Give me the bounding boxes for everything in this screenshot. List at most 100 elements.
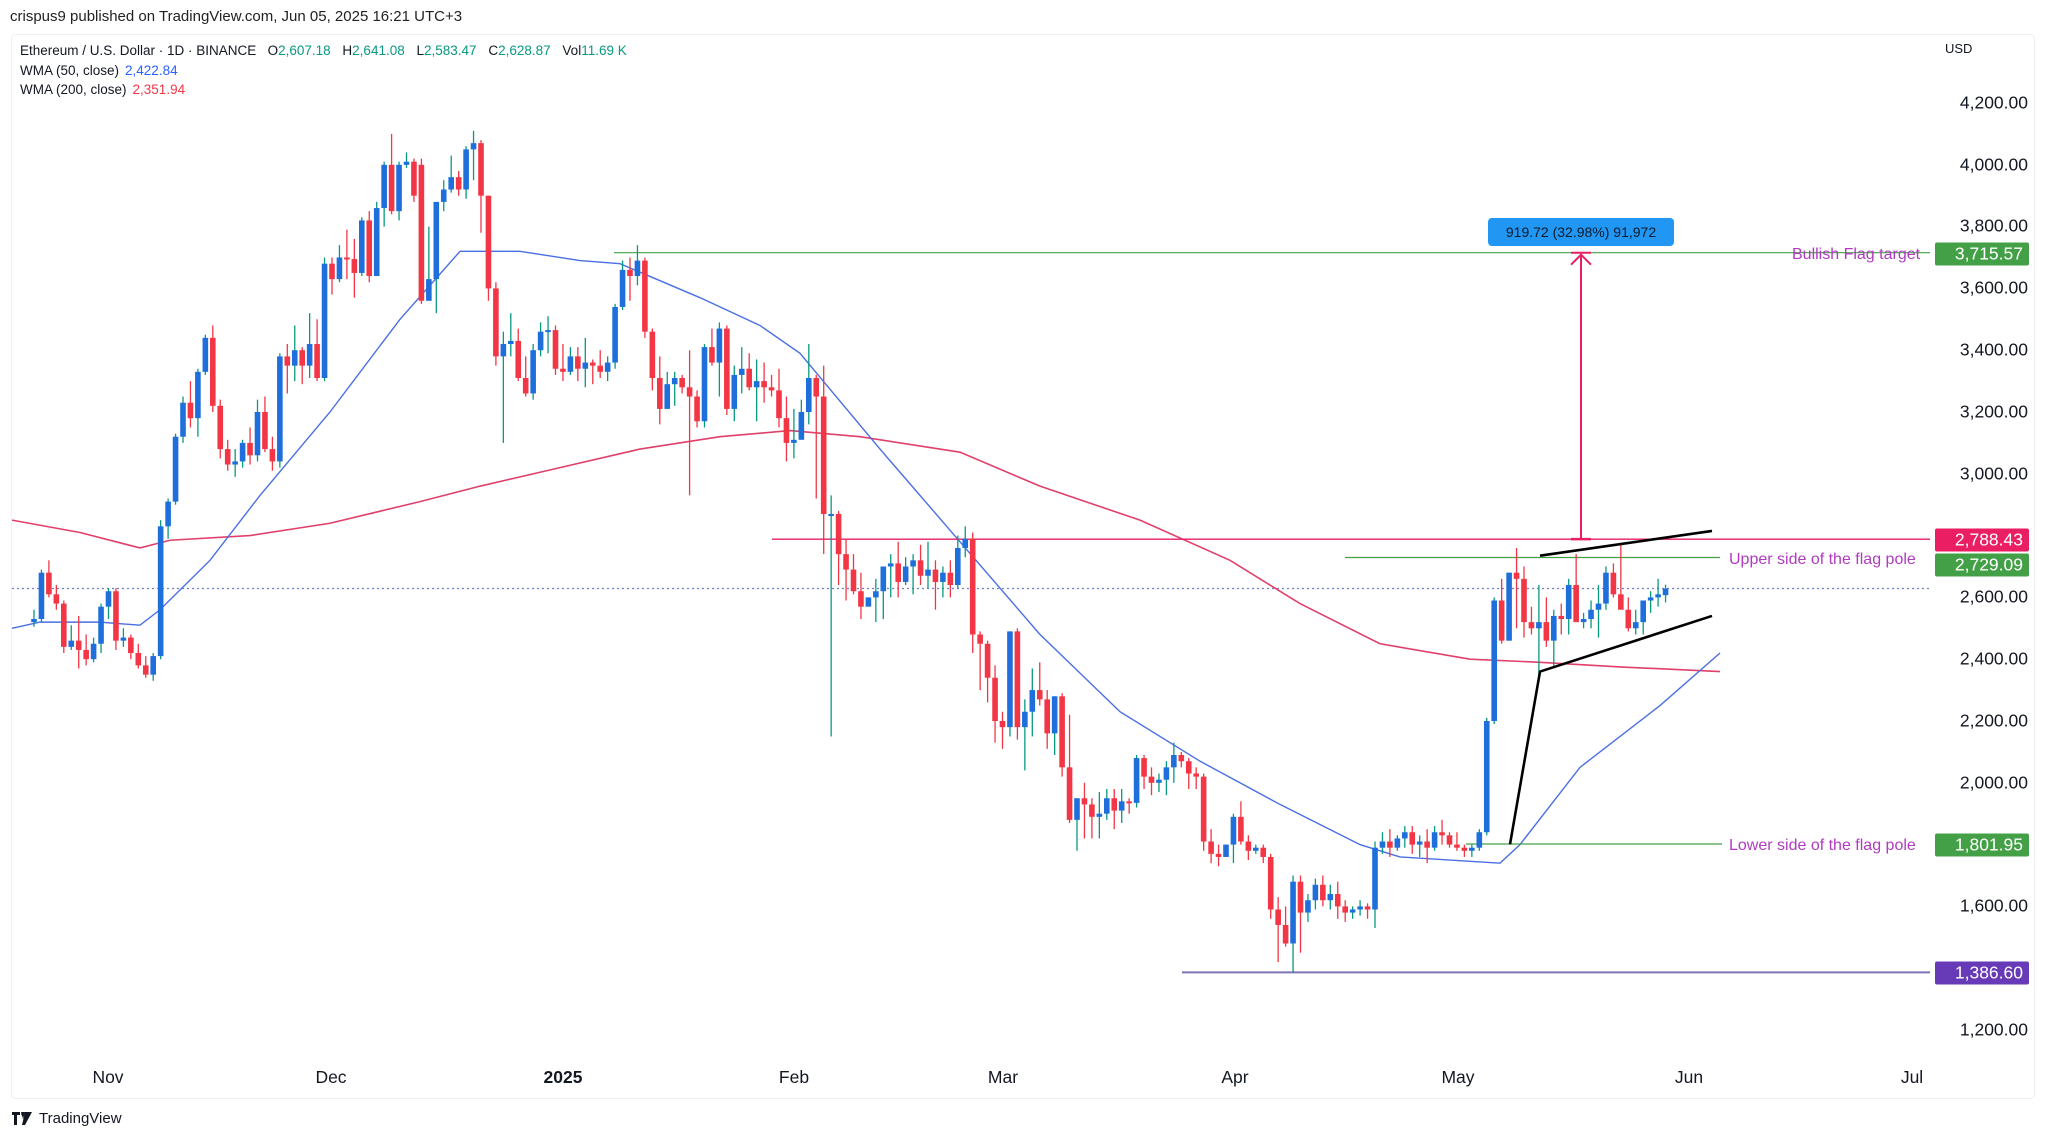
candle-body	[1245, 841, 1252, 851]
candle-body	[1528, 622, 1535, 629]
candle-body	[1156, 779, 1162, 783]
wma200-row[interactable]: WMA (200, close) 2,351.94	[20, 80, 635, 100]
publisher-line: crispus9 published on TradingView.com, J…	[10, 8, 463, 25]
measure-label[interactable]: 919.72 (32.98%) 91,972	[1488, 218, 1674, 246]
candle-body	[791, 439, 797, 443]
candle-body	[1111, 798, 1118, 811]
time-axis[interactable]: Nov Dec 2025 Feb Mar Apr May Jun Jul	[0, 1063, 2048, 1093]
candle-body	[1334, 894, 1341, 907]
candle-body	[724, 328, 730, 409]
candle-body	[798, 412, 805, 440]
candle-body	[217, 405, 224, 450]
candle-body	[1014, 631, 1021, 728]
candle-body	[1312, 884, 1319, 901]
candle-body	[806, 378, 812, 412]
price-tick: 3,600.00	[1959, 277, 2028, 298]
candle-body	[738, 368, 745, 375]
candle-body	[776, 390, 782, 419]
candle-body	[962, 538, 969, 548]
candle-body	[1379, 841, 1386, 848]
candle-body	[403, 161, 410, 165]
candle-body	[269, 449, 276, 462]
candle-body	[582, 362, 589, 369]
candle-body	[61, 603, 67, 647]
candle-body	[1536, 622, 1542, 629]
candle-body	[1595, 603, 1602, 610]
candle-body	[530, 350, 536, 394]
candle-body	[873, 591, 879, 598]
symbol-row[interactable]: Ethereum / U.S. Dollar · 1D · BINANCE O2…	[20, 43, 627, 58]
price-tick: 2,000.00	[1959, 772, 2028, 793]
candle-body	[1044, 699, 1050, 734]
candle-body	[128, 637, 134, 654]
candle-body	[925, 569, 931, 576]
candle-body	[1253, 847, 1259, 851]
candle-body	[1297, 881, 1304, 913]
bullish-target-label[interactable]: Bullish Flag target	[1792, 246, 1921, 263]
candle-body	[1506, 572, 1512, 641]
wma200-value: 2,351.94	[132, 82, 186, 97]
candle-body	[202, 337, 209, 372]
candle-body	[1007, 631, 1013, 728]
candle-body	[753, 381, 760, 388]
candle-body	[1364, 906, 1371, 910]
price-tick: 2,200.00	[1959, 710, 2028, 731]
candle-body	[1558, 615, 1565, 620]
candle-body	[180, 402, 186, 437]
candle-body	[1349, 909, 1356, 913]
candle-body	[373, 208, 380, 277]
candle-body	[969, 538, 976, 635]
chart-legend: Ethereum / U.S. Dollar · 1D · BINANCE O2…	[20, 41, 635, 100]
candle-body	[1632, 622, 1639, 629]
candle-body	[440, 189, 447, 202]
candle-body	[902, 566, 909, 582]
candle-body	[552, 330, 559, 369]
high-value: 2,641.08	[352, 43, 405, 58]
candle-body	[820, 396, 827, 514]
tradingview-brand[interactable]: TradingView	[12, 1110, 122, 1127]
candle-body	[1409, 832, 1416, 845]
flag-pole-lower-line[interactable]	[1508, 614, 1713, 845]
candle-body	[1320, 884, 1326, 901]
candle-body	[1051, 696, 1058, 734]
wma50-row[interactable]: WMA (50, close) 2,422.84	[20, 61, 635, 81]
candle-body	[716, 328, 723, 363]
candle-body	[83, 649, 89, 660]
candle-body	[46, 572, 52, 595]
candle-body	[232, 461, 238, 465]
candle-body	[597, 365, 603, 372]
flag-upper-line[interactable]	[1539, 529, 1713, 557]
lower-pole-label[interactable]: Lower side of the flag pole	[1729, 837, 1916, 854]
candle-body	[1655, 594, 1661, 598]
upper-pole-label[interactable]: Upper side of the flag pole	[1729, 551, 1916, 568]
candle-body	[411, 161, 417, 196]
candle-body	[224, 449, 231, 465]
candle-body	[254, 412, 261, 456]
candle-body	[1178, 754, 1185, 762]
resistance-price-tag: 2,788.43	[1935, 528, 2029, 552]
candle-body	[1267, 856, 1274, 910]
price-tick: 1,600.00	[1959, 895, 2028, 916]
price-axis[interactable]: 4,200.00 4,000.00 3,800.00 3,600.00 3,40…	[1938, 0, 2038, 1100]
candle-body	[515, 340, 522, 379]
candle-body	[299, 350, 305, 366]
candle-body	[1081, 798, 1088, 805]
candle-body	[1476, 832, 1483, 848]
candle-body	[1483, 721, 1490, 833]
currency-label[interactable]: USD	[1945, 41, 1973, 56]
candle-body	[537, 331, 544, 351]
support-price-tag: 1,386.60	[1935, 961, 2029, 985]
target-price-tag: 3,715.57	[1935, 242, 2029, 266]
candle-body	[1662, 588, 1669, 596]
symbol-name: Ethereum / U.S. Dollar · 1D · BINANCE	[20, 43, 257, 58]
candle-body	[1588, 609, 1594, 620]
candle-body	[1208, 841, 1214, 854]
candle-body	[992, 677, 998, 721]
candle-body	[1424, 841, 1430, 848]
candle-body	[828, 513, 834, 516]
candle-body	[1185, 761, 1192, 774]
candle-body	[1163, 767, 1170, 780]
candle-body	[850, 569, 857, 592]
candle-body	[195, 371, 201, 419]
